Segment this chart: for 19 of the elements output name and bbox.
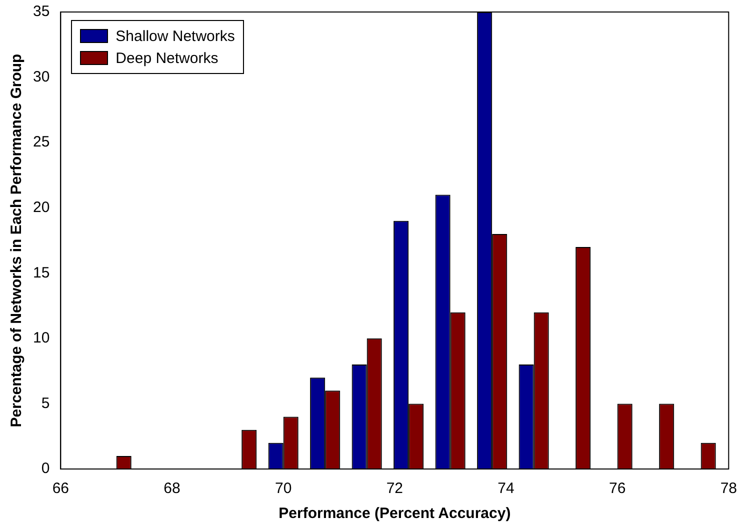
legend-label: Shallow Networks	[114, 26, 235, 46]
y-tick-label: 10	[32, 330, 50, 347]
x-tick-label: 78	[720, 480, 737, 498]
y-tick-label: 30	[32, 68, 50, 86]
y-axis-title: Percentage of Networks in Each Performance Group	[8, 54, 26, 428]
x-tick-label: 68	[164, 480, 180, 498]
x-tick-label: 76	[608, 480, 626, 498]
y-tick-label: 35	[32, 3, 50, 20]
x-tick-label: 70	[275, 480, 292, 498]
y-tick-label: 5	[41, 394, 50, 412]
x-tick-label: 74	[498, 480, 514, 498]
y-tick-label: 0	[41, 460, 50, 478]
legend-label: Deep Networks	[114, 48, 220, 68]
y-tick-label: 25	[32, 134, 50, 151]
x-tick-label: 66	[52, 480, 70, 498]
y-tick-label: 15	[32, 264, 50, 282]
x-tick-label: 72	[386, 480, 404, 498]
y-tick-label: 20	[32, 199, 50, 216]
x-axis-title: Performance (Percent Accuracy)	[278, 505, 511, 522]
